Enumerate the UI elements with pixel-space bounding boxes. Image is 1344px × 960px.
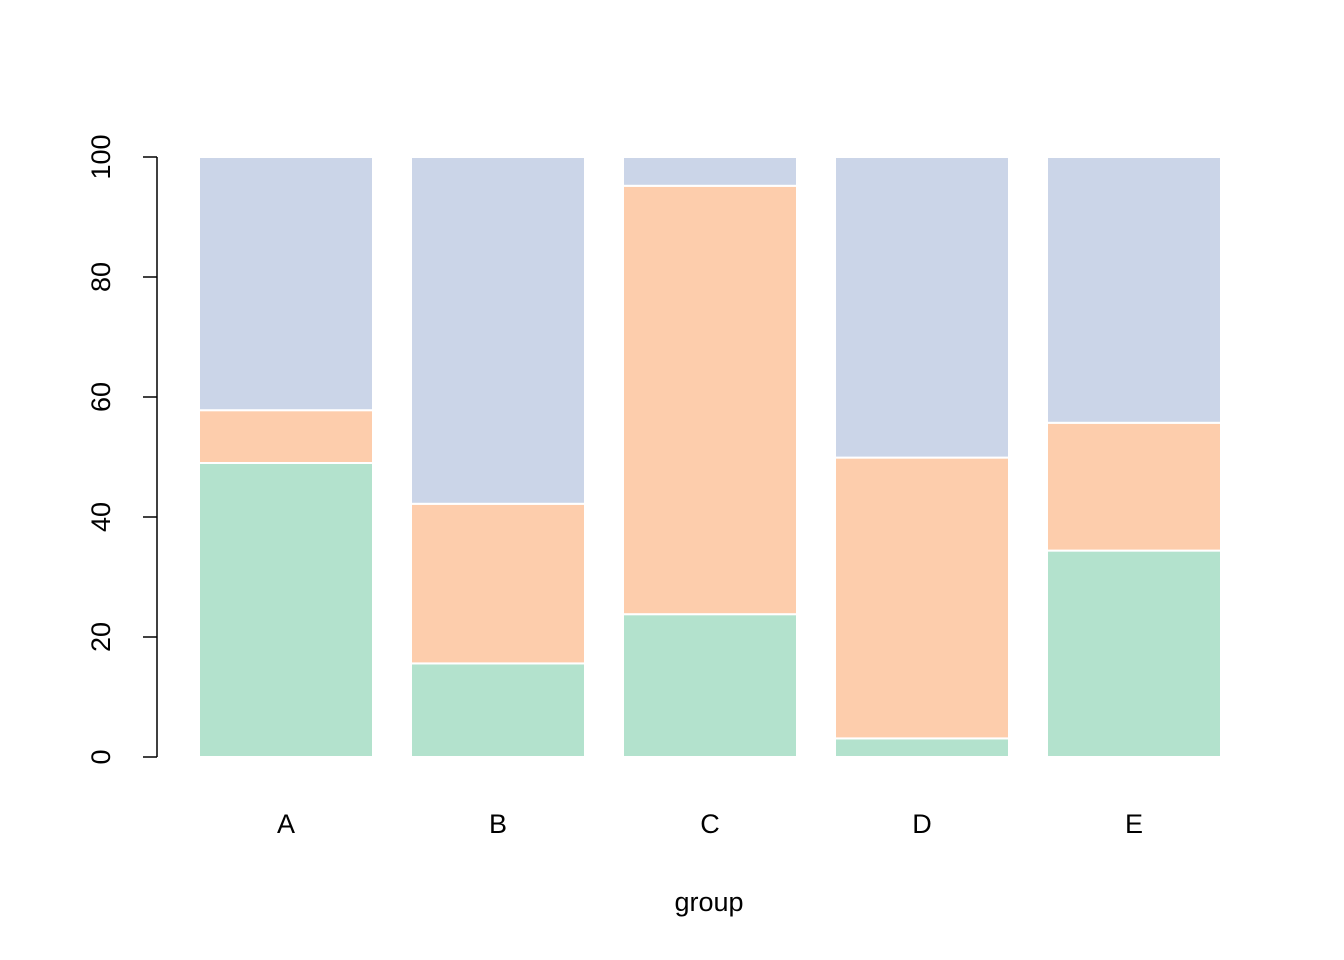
x-tick-label-E: E <box>1125 809 1143 839</box>
x-axis-title: group <box>674 887 743 917</box>
y-tick-label-0: 0 <box>86 749 116 764</box>
bar-segment-D-2 <box>834 456 1010 740</box>
bar-segment-C-3 <box>622 156 798 187</box>
bar-segment-A-1 <box>198 462 374 758</box>
bar-segment-A-2 <box>198 409 374 465</box>
bar-segment-C-2 <box>622 184 798 616</box>
y-tick-label-60: 60 <box>86 382 116 412</box>
y-tick-label-100: 100 <box>86 134 116 179</box>
x-tick-label-B: B <box>489 809 507 839</box>
bar-segment-C-1 <box>622 613 798 759</box>
bar-segment-B-3 <box>410 156 586 505</box>
y-tick-label-80: 80 <box>86 262 116 292</box>
y-tick-label-40: 40 <box>86 502 116 532</box>
bar-segment-E-1 <box>1046 549 1222 758</box>
x-tick-label-A: A <box>277 809 295 839</box>
bar-segment-A-3 <box>198 156 374 412</box>
bar-segment-E-3 <box>1046 156 1222 424</box>
bar-segment-B-1 <box>410 662 586 759</box>
y-tick-label-20: 20 <box>86 622 116 652</box>
x-tick-label-C: C <box>700 809 720 839</box>
bar-segment-D-1 <box>834 737 1010 759</box>
bar-segment-D-3 <box>834 156 1010 459</box>
x-axis-labels: A B C D E <box>277 809 1143 839</box>
bar-segment-B-2 <box>410 502 586 665</box>
bar-segment-E-2 <box>1046 421 1222 552</box>
y-axis: 0 20 40 60 80 100 <box>86 134 158 765</box>
x-tick-label-D: D <box>912 809 932 839</box>
bars-layer <box>198 156 1222 759</box>
